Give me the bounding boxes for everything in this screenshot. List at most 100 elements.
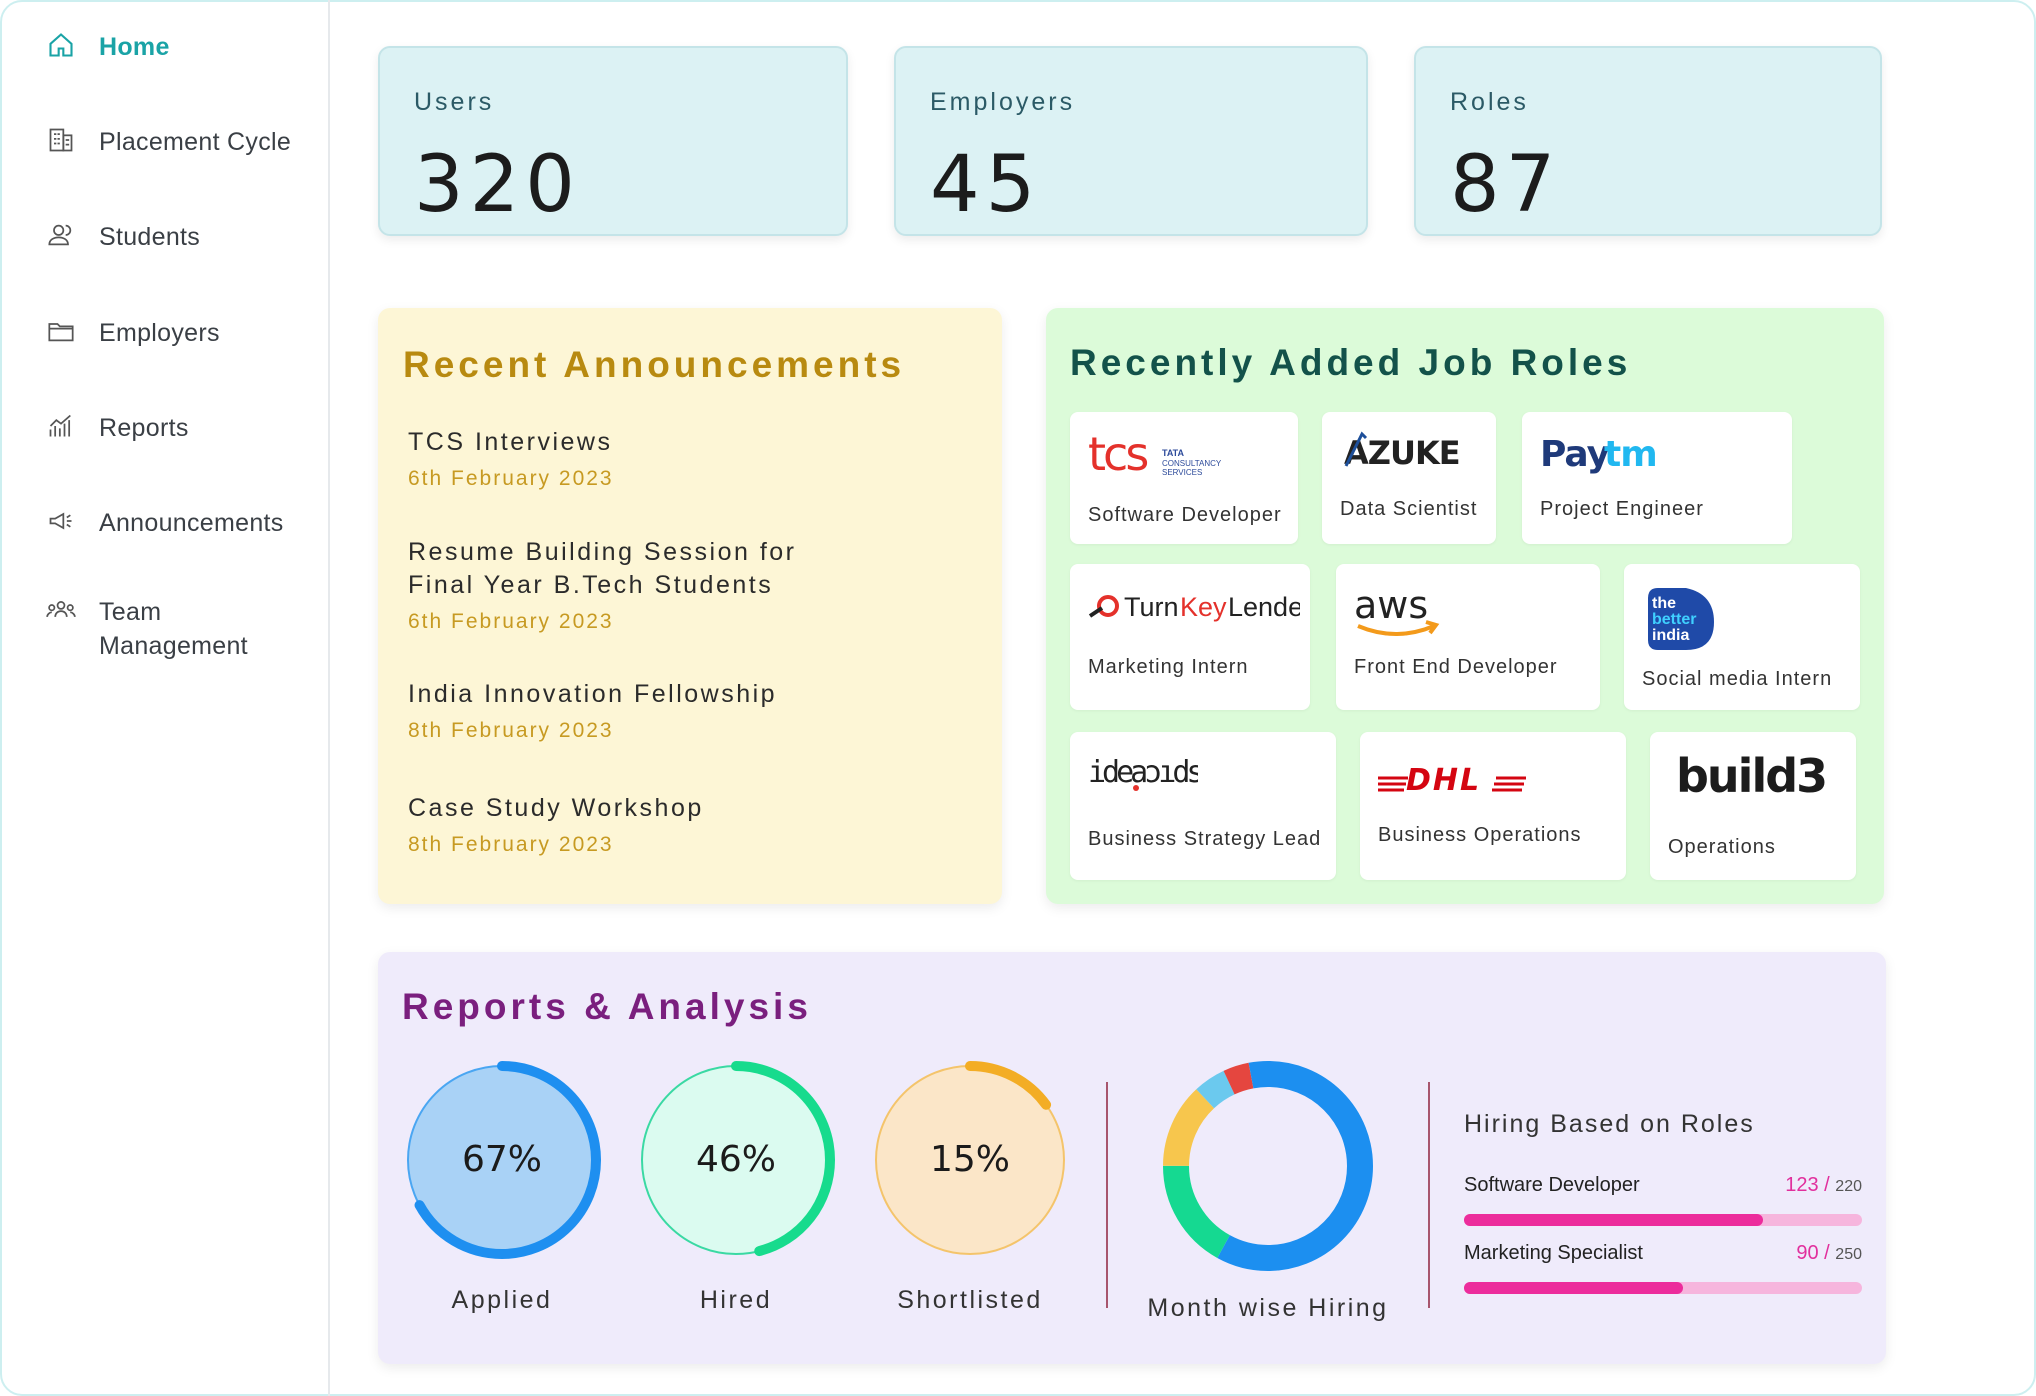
ring-label: Shortlisted	[897, 1286, 1043, 1314]
job-role-card-aws[interactable]: aws Front End Developer	[1336, 564, 1600, 710]
job-role-card-azuke[interactable]: AZUKE Data Scientist	[1322, 412, 1496, 544]
recent-announcements-panel: Recent Announcements TCS Interviews 6th …	[378, 308, 1002, 904]
job-role-title: Software Developer	[1088, 504, 1282, 526]
reports-analysis-panel: Reports & Analysis 67% Applied 46% Hired…	[378, 952, 1886, 1364]
sidebar-item-team-management[interactable]: Team Management	[45, 595, 269, 663]
announcement-item[interactable]: TCS Interviews 6th February 2023	[408, 426, 928, 491]
sidebar-item-students[interactable]: Students	[45, 220, 200, 254]
megaphone-icon	[45, 505, 77, 537]
svg-text:aws: aws	[1354, 584, 1428, 627]
svg-text:india: india	[1652, 627, 1689, 644]
announcement-title: India Innovation Fellowship	[408, 680, 778, 708]
role-progress-track	[1464, 1214, 1862, 1226]
job-role-title: Front End Developer	[1354, 656, 1558, 678]
divider	[1106, 1082, 1108, 1308]
sidebar-item-label: Placement Cycle	[99, 128, 292, 156]
svg-text:AZUKE: AZUKE	[1344, 434, 1460, 472]
divider	[1428, 1082, 1430, 1308]
ideaspids-logo: ideaɔıds	[1088, 748, 1206, 803]
sidebar-item-home[interactable]: Home	[45, 30, 170, 64]
role-progress-fill	[1464, 1282, 1683, 1294]
role-progress-track	[1464, 1282, 1862, 1294]
job-role-card-tcs[interactable]: tcs TATA CONSULTANCY SERVICES Software D…	[1070, 412, 1298, 544]
ring-svg	[403, 1061, 601, 1259]
job-role-card-turnkey-lender[interactable]: Turn Key Lender Marketing Intern	[1070, 564, 1312, 710]
stat-card-employers: Employers 45	[894, 46, 1368, 236]
sidebar-item-label: Students	[99, 223, 201, 251]
panel-title: Recent Announcements	[403, 344, 906, 385]
svg-text:build3: build3	[1676, 749, 1826, 803]
role-progress-fill	[1464, 1214, 1763, 1226]
sidebar-item-placement-cycle[interactable]: Placement Cycle	[45, 125, 291, 159]
sidebar-item-label: Team Management	[99, 598, 248, 660]
announcement-title: Case Study Workshop	[408, 794, 704, 822]
job-role-card-build3[interactable]: build3 Operations	[1650, 732, 1856, 880]
sidebar-item-label: Reports	[99, 414, 189, 442]
ring-svg	[637, 1061, 835, 1259]
sidebar: Home Placement Cycle Students Employers …	[0, 0, 330, 1396]
role-value: 123	[1785, 1174, 1819, 1196]
job-role-card-the-better-india[interactable]: the better india Social media Intern	[1624, 564, 1860, 710]
applied-progress-ring[interactable]: 67%	[402, 1060, 602, 1265]
stat-card-roles: Roles 87	[1414, 46, 1882, 236]
job-role-title: Data Scientist	[1340, 498, 1478, 520]
panel-title: Recently Added Job Roles	[1070, 342, 1632, 383]
tcs-logo: tcs TATA CONSULTANCY SERVICES	[1088, 427, 1238, 485]
role-value: 90	[1796, 1242, 1819, 1264]
users-icon	[45, 219, 77, 251]
job-role-card-dhl[interactable]: DHL Business Operations	[1360, 732, 1626, 880]
ring-progress-arc	[637, 1061, 835, 1259]
svg-text:Key: Key	[1180, 592, 1227, 622]
stat-label: Users	[414, 88, 495, 116]
job-role-title: Business Strategy Lead	[1088, 828, 1322, 850]
svg-text:TATA: TATA	[1162, 448, 1184, 458]
svg-text:CONSULTANCY: CONSULTANCY	[1162, 459, 1222, 468]
role-total: 220	[1835, 1178, 1862, 1195]
sidebar-item-announcements[interactable]: Announcements	[45, 506, 284, 540]
ring-percent: 46%	[695, 1139, 776, 1180]
sidebar-item-reports[interactable]: Reports	[45, 411, 189, 445]
ring-label: Hired	[699, 1286, 773, 1314]
job-role-title: Project Engineer	[1540, 498, 1704, 520]
recent-job-roles-panel: Recently Added Job Roles tcs TATA CONSUL…	[1046, 308, 1884, 904]
sidebar-item-label: Employers	[99, 319, 220, 347]
build3-logo: build3	[1676, 748, 1828, 809]
announcement-date: 6th February 2023	[408, 610, 614, 633]
announcement-item[interactable]: Resume Building Session for Final Year B…	[408, 536, 838, 634]
sidebar-item-employers[interactable]: Employers	[45, 316, 220, 350]
announcement-item[interactable]: India Innovation Fellowship 8th February…	[408, 678, 928, 743]
announcement-date: 6th February 2023	[408, 467, 614, 490]
building-icon	[45, 124, 77, 156]
home-icon	[45, 29, 77, 61]
donut-chart	[1163, 1061, 1373, 1271]
shortlisted-progress-ring[interactable]: 15%	[870, 1060, 1070, 1265]
stat-value: 45	[930, 140, 1042, 230]
sidebar-item-label: Announcements	[99, 509, 284, 537]
ring-label: Applied	[451, 1286, 553, 1314]
svg-text:SERVICES: SERVICES	[1162, 468, 1202, 477]
stat-label: Employers	[930, 88, 1076, 116]
announcement-date: 8th February 2023	[408, 833, 614, 856]
sidebar-item-label: Home	[99, 33, 170, 61]
azuke-logo: AZUKE	[1344, 426, 1474, 481]
svg-text:better: better	[1652, 611, 1696, 628]
donut-segment[interactable]	[1163, 1061, 1373, 1271]
job-role-title: Operations	[1668, 836, 1776, 858]
ring-svg	[871, 1061, 1069, 1259]
ring-progress-arc	[403, 1061, 601, 1259]
team-icon	[45, 594, 77, 626]
job-role-title: Business Operations	[1378, 824, 1582, 846]
stat-card-users: Users 320	[378, 46, 848, 236]
job-role-card-paytm[interactable]: Pay tm Project Engineer	[1522, 412, 1792, 544]
month-wise-hiring-donut[interactable]	[1158, 1056, 1378, 1281]
hiring-by-roles-title: Hiring Based on Roles	[1464, 1110, 1755, 1138]
panel-title: Reports & Analysis	[402, 986, 812, 1027]
svg-text:the: the	[1652, 595, 1676, 612]
role-name: Software Developer	[1464, 1174, 1640, 1196]
job-role-card-ideaspids[interactable]: ideaɔıds Business Strategy Lead	[1070, 732, 1336, 880]
hired-progress-ring[interactable]: 46%	[636, 1060, 836, 1265]
donut-segment[interactable]	[1163, 1061, 1373, 1271]
job-role-title: Marketing Intern	[1088, 656, 1249, 678]
announcement-item[interactable]: Case Study Workshop 8th February 2023	[408, 792, 928, 857]
ring-percent: 67%	[461, 1139, 542, 1180]
